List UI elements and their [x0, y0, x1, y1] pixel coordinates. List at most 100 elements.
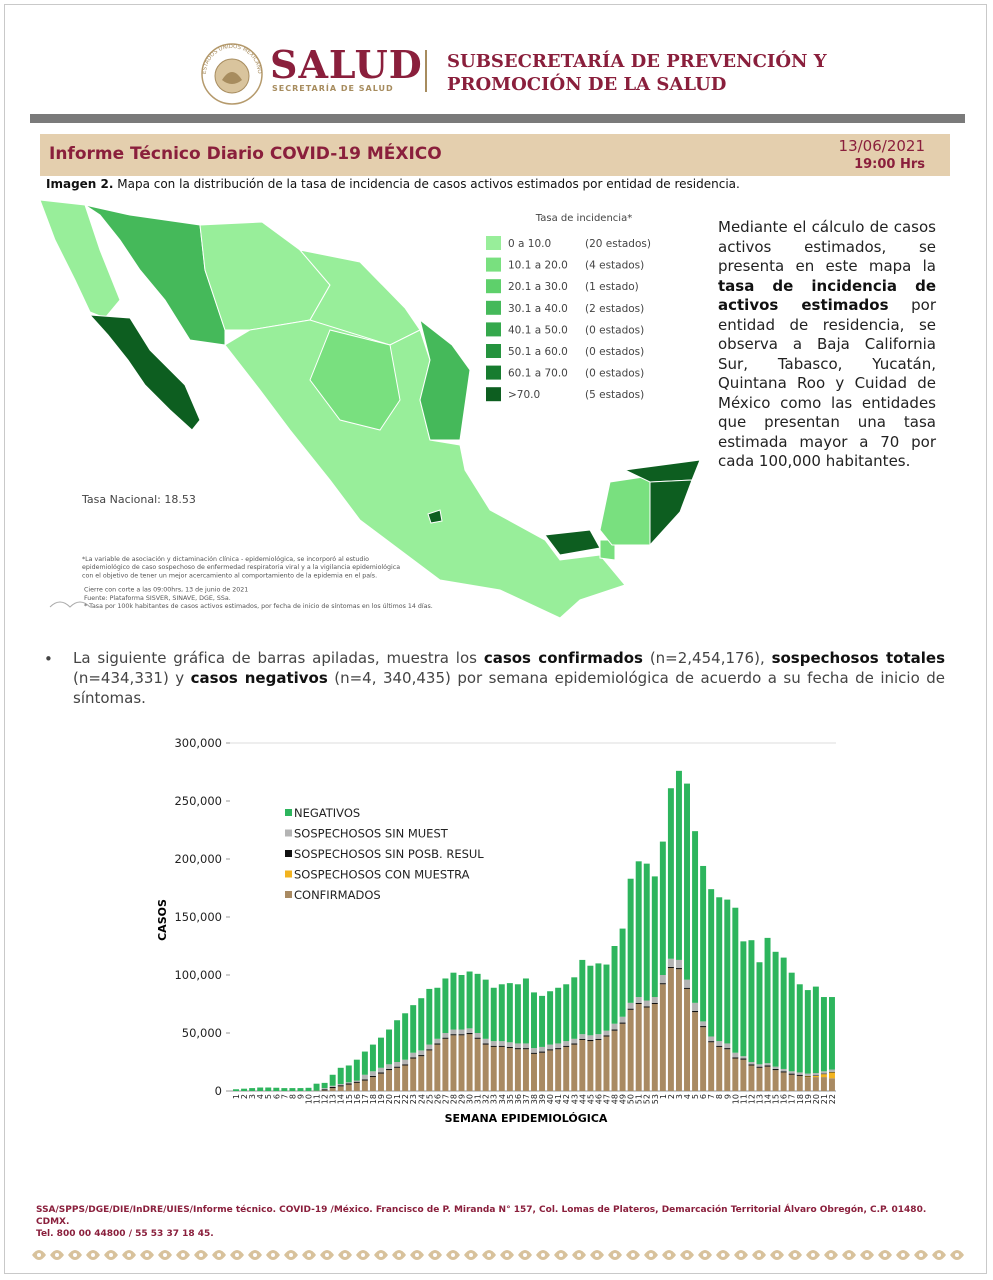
bar-segment [482, 1043, 489, 1045]
bar-segment [321, 1082, 328, 1089]
x-tick-label: 47 [602, 1094, 611, 1104]
bar-segment [434, 987, 441, 1039]
x-tick-label: 20 [385, 1094, 394, 1104]
bar-segment [522, 1048, 529, 1050]
bar-segment [772, 1066, 779, 1069]
bar-segment [522, 1049, 529, 1091]
x-tick-label: 37 [522, 1094, 531, 1104]
x-tick-label: 3 [675, 1094, 684, 1099]
bar-segment [667, 968, 674, 1091]
bar-segment [442, 1033, 449, 1038]
x-tick-label: 19 [377, 1094, 386, 1104]
state [84, 204, 226, 346]
bar-segment [635, 1002, 642, 1004]
footer: SSA/SPPS/DGE/DIE/InDRE/UIES/Informe técn… [36, 1204, 956, 1240]
bar-segment [635, 997, 642, 1003]
bar-segment [329, 1088, 336, 1091]
bar-segment [804, 1076, 811, 1078]
bar-segment [692, 1002, 699, 1011]
bar-segment [619, 1016, 626, 1023]
title-bar [40, 134, 950, 176]
bar-segment [490, 1041, 497, 1046]
bar-segment [716, 1045, 723, 1047]
bar-segment [402, 1059, 409, 1065]
x-tick-label: 40 [546, 1094, 555, 1104]
bar-segment [466, 971, 473, 1029]
state [427, 509, 443, 524]
x-tick-label: 30 [466, 1094, 475, 1104]
bar-segment [587, 1035, 594, 1040]
x-tick-label: 20 [812, 1094, 821, 1104]
bar-segment [732, 1058, 739, 1091]
bar-segment [394, 1067, 401, 1091]
report-date: 13/06/2021 [838, 137, 925, 155]
x-tick-label: 26 [433, 1094, 442, 1104]
bar-segment [820, 1074, 827, 1078]
bar-segment [321, 1090, 328, 1091]
x-tick-label: 35 [506, 1094, 515, 1104]
bar-segment [700, 1026, 707, 1028]
bar-segment [643, 863, 650, 1001]
bar-segment [241, 1088, 248, 1091]
bar-segment [474, 973, 481, 1033]
x-tick-label: 18 [369, 1094, 378, 1104]
bar-segment [434, 1038, 441, 1044]
state [419, 318, 471, 441]
bar-segment [804, 1077, 811, 1091]
bar-segment [611, 1029, 618, 1031]
bar-segment [369, 1077, 376, 1091]
legend-count: (2 estados) [585, 303, 644, 315]
bar-segment [378, 1072, 384, 1074]
legend-count: (0 estados) [585, 346, 644, 358]
x-tick-label: 16 [780, 1094, 789, 1104]
bar-segment [394, 1020, 401, 1062]
x-tick-label: 50 [627, 1094, 636, 1104]
bar-segment [426, 988, 433, 1045]
x-tick-label: 33 [490, 1094, 499, 1104]
bar-segment [305, 1087, 312, 1091]
x-tick-label: 3 [248, 1094, 257, 1099]
bar-segment [547, 1044, 554, 1050]
bold-text: tasa de incidencia de activos estimados [718, 276, 936, 315]
bar-segment [506, 1048, 513, 1091]
legend-swatch [486, 322, 501, 337]
bar-segment [659, 984, 666, 1091]
bar-segment [780, 957, 787, 1069]
bar-segment [297, 1088, 304, 1091]
bar-segment [522, 1043, 529, 1049]
x-tick-label: 38 [530, 1094, 539, 1104]
bar-segment [426, 1049, 433, 1051]
bar-segment [563, 1041, 570, 1046]
x-tick-label: 48 [611, 1094, 620, 1104]
x-tick-label: 46 [594, 1094, 603, 1104]
y-tick-label: 300,000 [174, 736, 222, 750]
bar-segment [474, 1033, 481, 1038]
bar-segment [611, 1023, 618, 1030]
x-tick-label: 19 [804, 1094, 813, 1104]
y-tick-label: 200,000 [174, 852, 222, 866]
bar-segment [619, 928, 626, 1017]
decorative-band [30, 1244, 965, 1266]
x-tick-label: 34 [498, 1094, 507, 1104]
bar-segment [563, 1045, 570, 1047]
bar-segment [547, 1050, 554, 1091]
bar-segment [812, 1077, 819, 1091]
bar-segment [345, 1084, 352, 1091]
x-tick-label: 1 [659, 1094, 668, 1099]
legend-swatch [486, 387, 501, 402]
bar-segment [458, 1034, 465, 1036]
bar-segment [724, 1048, 731, 1050]
bar-segment [555, 1043, 562, 1049]
bar-segment [450, 1035, 457, 1091]
bar-segment [531, 1052, 537, 1054]
brand: SALUD [270, 42, 423, 87]
bar-segment [675, 770, 682, 960]
legend-swatch [486, 365, 501, 380]
bar-segment [796, 1072, 803, 1075]
bar-segment [708, 889, 715, 1037]
bar-segment [796, 1074, 803, 1076]
bar-segment [732, 1052, 739, 1058]
x-tick-label: 15 [345, 1094, 354, 1104]
x-tick-label: 6 [699, 1094, 708, 1099]
